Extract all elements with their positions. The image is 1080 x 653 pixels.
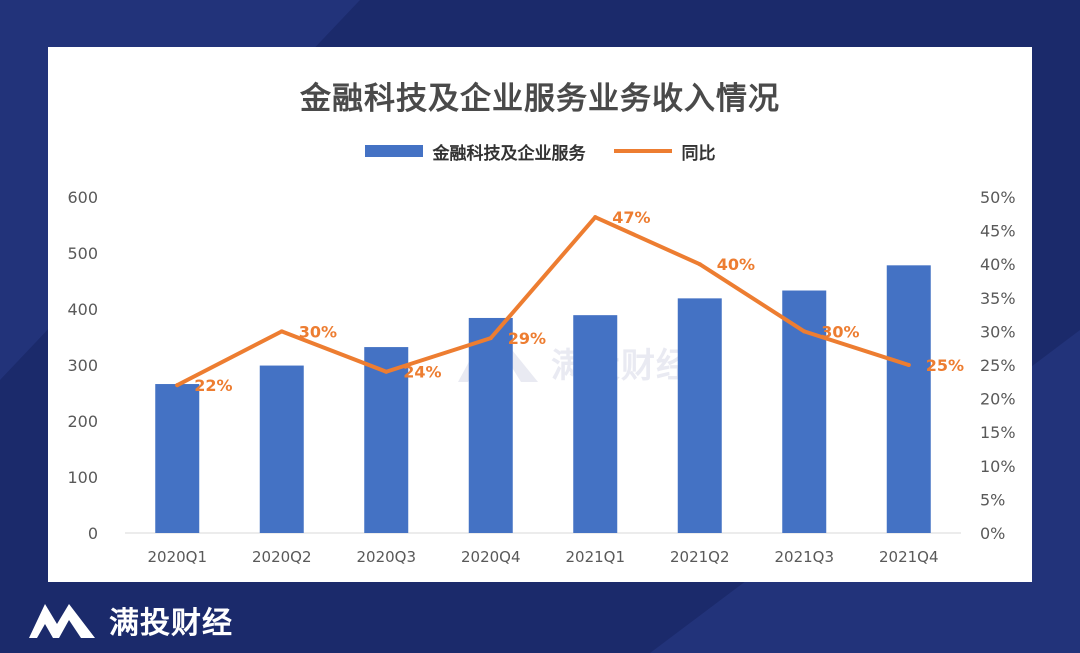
y-right-tick-label: 45%	[980, 222, 1016, 241]
y-right-tick-label: 30%	[980, 322, 1016, 341]
yoy-data-label: 29%	[508, 329, 546, 348]
yoy-point	[175, 383, 180, 388]
legend-item-line: 同比	[613, 139, 716, 164]
legend-bar-label: 金融科技及企业服务	[432, 143, 586, 164]
y-right-tick-label: 50%	[980, 188, 1016, 207]
bar	[677, 298, 722, 533]
y-right-tick-label: 15%	[980, 423, 1016, 442]
yoy-data-label: 30%	[299, 322, 337, 341]
legend-item-bar: 金融科技及企业服务	[364, 139, 586, 164]
yoy-point	[593, 215, 598, 220]
y-right-tick-label: 40%	[980, 255, 1016, 274]
m-logo-icon	[29, 604, 95, 638]
yoy-point	[488, 336, 493, 341]
bar	[468, 317, 513, 533]
y-left-tick-label: 500	[67, 244, 98, 263]
y-left-tick-label: 200	[67, 412, 98, 431]
yoy-point	[697, 262, 702, 267]
footer-brand: 满投财经	[27, 598, 233, 642]
x-tick-label: 2021Q4	[879, 548, 939, 566]
y-right-tick-label: 20%	[980, 390, 1016, 409]
bar	[782, 290, 827, 533]
yoy-point	[279, 329, 284, 334]
yoy-line	[175, 215, 911, 388]
y-right-tick-label: 25%	[980, 356, 1016, 375]
x-tick-label: 2020Q4	[461, 548, 521, 566]
x-tick-label: 2020Q2	[252, 548, 312, 566]
y-right-tick-label: 10%	[980, 457, 1016, 476]
yoy-data-label: 22%	[194, 376, 232, 395]
footer-brand-name: 满投财经	[109, 606, 233, 641]
chart-panel: 金融科技及企业服务业务收入情况 金融科技及企业服务 同比 满投财经 0 100 20…	[48, 47, 1032, 582]
y-left-tick-label: 400	[67, 300, 98, 319]
bar	[259, 365, 304, 533]
yoy-point	[384, 369, 389, 374]
yoy-data-label: 40%	[717, 255, 755, 274]
yoy-data-label: 47%	[612, 208, 650, 227]
legend-line-label: 同比	[681, 143, 716, 164]
y-right-tick-label: 0%	[980, 524, 1005, 543]
bar	[155, 384, 200, 533]
x-tick-label: 2021Q2	[670, 548, 730, 566]
bar	[364, 347, 409, 533]
x-tick-label: 2020Q3	[356, 548, 416, 566]
chart-legend: 金融科技及企业服务 同比	[48, 139, 1032, 164]
y-left-tick-label: 300	[67, 356, 98, 375]
yoy-data-label: 24%	[403, 363, 441, 382]
yoy-data-label: 30%	[821, 322, 859, 341]
chart-plot: 0 100 200 300 400 500 600 0% 5% 10% 15% 20% 25% 30% 35…	[67, 188, 1016, 566]
legend-bar-swatch	[364, 145, 423, 157]
yoy-point	[906, 363, 911, 367]
chart-title: 金融科技及企业服务业务收入情况	[300, 81, 780, 117]
bar	[886, 265, 931, 533]
y-left-tick-label: 600	[67, 188, 98, 207]
y-left-tick-label: 0	[88, 524, 98, 543]
bar	[573, 315, 618, 533]
y-right-tick-label: 35%	[980, 289, 1016, 308]
legend-line-swatch	[613, 149, 672, 153]
y-right-tick-label: 5%	[980, 490, 1005, 509]
x-tick-label: 2020Q1	[147, 548, 207, 566]
x-tick-label: 2021Q3	[774, 548, 834, 566]
x-tick-label: 2021Q1	[565, 548, 625, 566]
yoy-point	[802, 329, 807, 334]
y-left-tick-label: 100	[67, 468, 98, 487]
yoy-data-label: 25%	[926, 356, 964, 375]
